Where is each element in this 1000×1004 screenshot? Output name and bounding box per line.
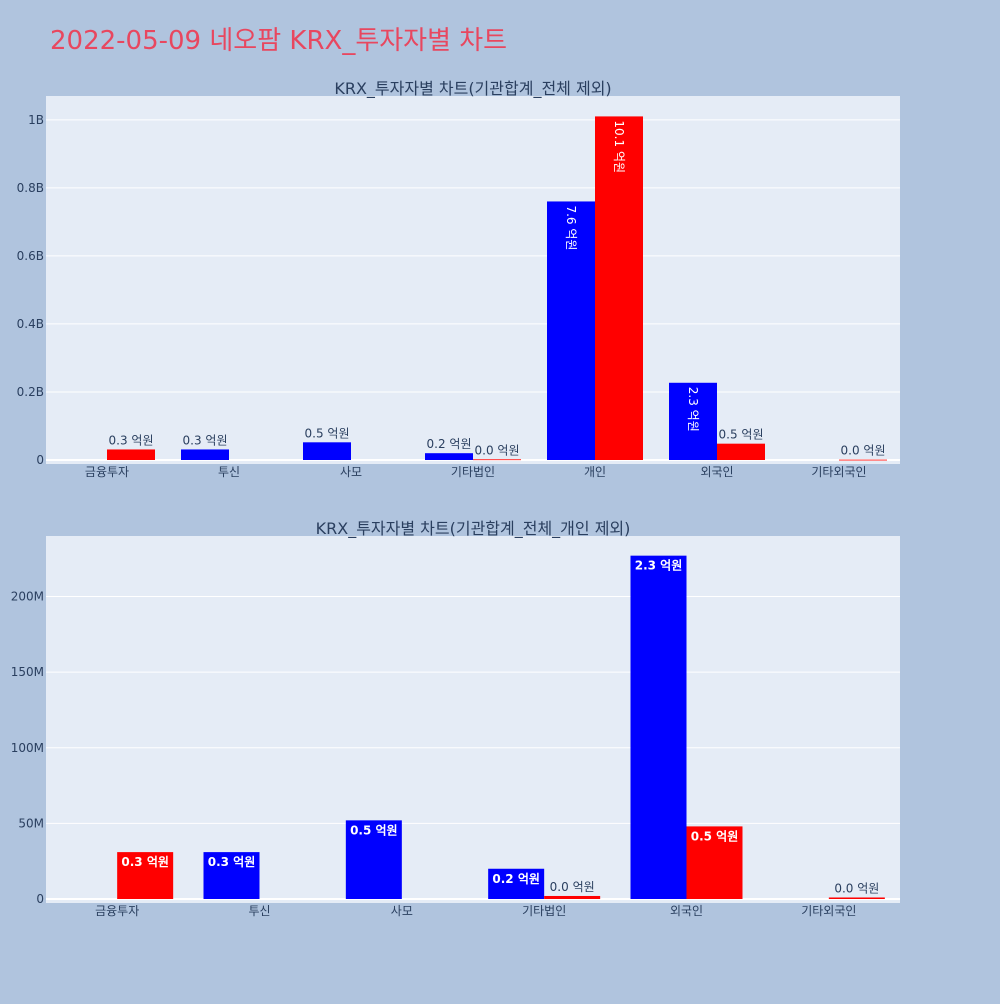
bar-value-label: 0.0 억원 bbox=[834, 881, 879, 895]
y-tick-label: 1B bbox=[28, 113, 44, 127]
x-tick-label: 사모 bbox=[391, 904, 413, 918]
x-tick-label: 금융투자 bbox=[95, 904, 139, 918]
bar bbox=[181, 449, 229, 460]
plot-area bbox=[46, 96, 900, 464]
bar bbox=[117, 852, 174, 899]
x-tick-label: 투신 bbox=[248, 904, 270, 918]
bar-value-label: 0.0 억원 bbox=[550, 880, 595, 894]
y-tick-label: 0.6B bbox=[17, 249, 44, 263]
bar bbox=[203, 852, 260, 899]
bar-value-label: 0.2 억원 bbox=[427, 437, 472, 451]
y-tick-label: 50M bbox=[18, 816, 44, 830]
y-tick-label: 0.4B bbox=[17, 317, 44, 331]
bar-value-label: 0.0 억원 bbox=[475, 443, 520, 457]
y-tick-label: 0 bbox=[36, 453, 44, 467]
bar bbox=[425, 453, 473, 460]
bar-value-label: 0.3 억원 bbox=[109, 433, 154, 447]
bar bbox=[686, 826, 743, 899]
y-tick-label: 200M bbox=[11, 590, 44, 604]
bar-value-label: 0.5 억원 bbox=[350, 823, 398, 837]
x-tick-label: 외국인 bbox=[700, 465, 733, 479]
bar-value-label: 10.1 억원 bbox=[612, 120, 626, 173]
bar-value-label: 2.3 억원 bbox=[686, 387, 700, 432]
x-tick-label: 기타법인 bbox=[522, 904, 566, 918]
bar bbox=[345, 820, 402, 899]
bar-value-label: 7.6 억원 bbox=[564, 205, 578, 250]
chart-institution-individual-excluded: 0 50M 100M 150M 200M KRX_투자자별 차트(기관합계_전체_개인 제… bbox=[11, 519, 900, 918]
bar bbox=[630, 555, 687, 899]
page-title: 2022-05-09 네오팜 KRX_투자자별 차트 bbox=[50, 26, 507, 56]
x-tick-label: 외국인 bbox=[670, 904, 703, 918]
x-tick-label: 금융투자 bbox=[85, 465, 129, 479]
y-tick-label: 150M bbox=[11, 665, 44, 679]
bar-value-label: 0.5 억원 bbox=[719, 428, 764, 442]
chart-institution-excluded: 0 0.2B 0.4B 0.6B 0.8B 1B KRX_투자자별 차트(기관합계_전체 제… bbox=[17, 79, 900, 479]
x-tick-label: 사모 bbox=[340, 465, 362, 479]
bar bbox=[595, 116, 643, 460]
bar bbox=[547, 201, 595, 460]
x-tick-label: 기타법인 bbox=[451, 465, 495, 479]
bar-value-label: 2.3 억원 bbox=[635, 559, 683, 573]
bar bbox=[669, 382, 717, 460]
bar-value-label: 0.5 억원 bbox=[691, 829, 739, 843]
bar-value-label: 0.2 억원 bbox=[492, 872, 540, 886]
chart-title: KRX_투자자별 차트(기관합계_전체 제외) bbox=[334, 79, 611, 99]
bar bbox=[717, 443, 765, 460]
y-tick-label: 100M bbox=[11, 741, 44, 755]
y-tick-label: 0.8B bbox=[17, 181, 44, 195]
bar bbox=[839, 459, 887, 461]
y-tick-label: 0 bbox=[36, 892, 44, 906]
x-tick-label: 투신 bbox=[218, 465, 240, 479]
chart-title: KRX_투자자별 차트(기관합계_전체_개인 제외) bbox=[316, 519, 631, 539]
bar bbox=[488, 868, 545, 899]
plot-area bbox=[46, 536, 900, 903]
bar bbox=[544, 895, 601, 899]
y-tick-label: 0.2B bbox=[17, 385, 44, 399]
bar-value-label: 0.5 억원 bbox=[305, 426, 350, 440]
x-tick-label: 개인 bbox=[584, 465, 606, 479]
bar-value-label: 0.3 억원 bbox=[208, 855, 256, 869]
bar-value-label: 0.3 억원 bbox=[121, 855, 169, 869]
bar bbox=[303, 442, 351, 460]
x-tick-label: 기타외국인 bbox=[801, 904, 856, 918]
x-tick-label: 기타외국인 bbox=[811, 465, 866, 479]
bar bbox=[828, 897, 885, 899]
bar bbox=[107, 449, 155, 460]
bar-value-label: 0.3 억원 bbox=[183, 433, 228, 447]
bar bbox=[473, 459, 521, 461]
bar-value-label: 0.0 억원 bbox=[841, 444, 886, 458]
